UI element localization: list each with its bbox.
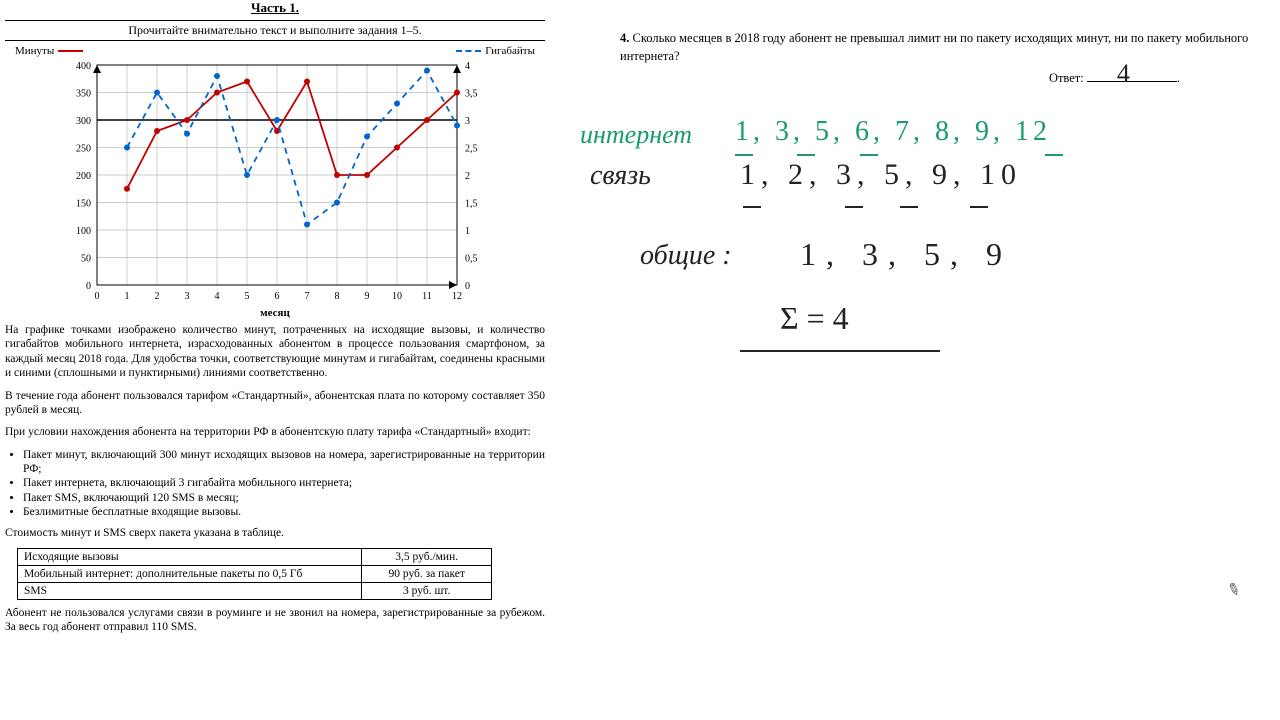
table-cell: 3,5 руб./мин.: [362, 548, 492, 565]
svg-text:350: 350: [76, 89, 91, 100]
paragraph-3-intro: При условии нахождения абонента на терри…: [5, 425, 545, 439]
svg-text:9: 9: [365, 291, 370, 302]
svg-text:7: 7: [305, 291, 310, 302]
svg-text:3: 3: [465, 116, 470, 127]
table-row: SMS3 руб. шт.: [18, 582, 492, 599]
answer-label: Ответ:: [1049, 71, 1084, 85]
list-item: Пакет SMS, включающий 120 SMS в месяц;: [23, 491, 545, 505]
svg-text:4: 4: [215, 291, 220, 302]
hand-underlines-svg: [735, 145, 1135, 225]
svg-text:6: 6: [275, 291, 280, 302]
bullet-list: Пакет минут, включающий 300 минут исходя…: [5, 448, 545, 520]
svg-text:8: 8: [335, 291, 340, 302]
answer-handwritten: 4: [1117, 59, 1130, 89]
svg-text:10: 10: [392, 291, 402, 302]
instruction: Прочитайте внимательно текст и выполните…: [5, 20, 545, 41]
table-cell: 90 руб. за пакет: [362, 565, 492, 582]
hand-underline: [740, 350, 940, 352]
table-cell: Исходящие вызовы: [18, 548, 362, 565]
hand-sum: Σ = 4: [780, 300, 849, 337]
pencil-icon: ✎: [1224, 578, 1243, 601]
answer-line: Ответ: 4 .: [620, 71, 1260, 86]
svg-text:100: 100: [76, 226, 91, 237]
chart: Минуты Гигабайты 05010015020025030035040…: [5, 45, 545, 319]
table-cell: 3 руб. шт.: [362, 582, 492, 599]
svg-text:1,5: 1,5: [465, 199, 478, 210]
paragraph-5: Абонент не пользовался услугами связи в …: [5, 606, 545, 635]
svg-text:3: 3: [185, 291, 190, 302]
svg-text:2: 2: [155, 291, 160, 302]
part-title: Часть 1.: [5, 0, 545, 16]
question-4: 4. Сколько месяцев в 2018 году абонент н…: [620, 30, 1260, 65]
table-row: Мобильный интернет: дополнительные пакет…: [18, 565, 492, 582]
x-axis-title: месяц: [5, 307, 545, 319]
svg-text:2: 2: [465, 171, 470, 182]
hand-calls-label: связь: [590, 160, 651, 192]
svg-text:50: 50: [81, 254, 91, 265]
list-item: Безлимитные бесплатные входящие вызовы.: [23, 505, 545, 519]
paragraph-2: В течение года абонент пользовался тариф…: [5, 389, 545, 418]
answer-blank: 4: [1087, 81, 1177, 82]
svg-text:3,5: 3,5: [465, 89, 478, 100]
svg-text:0: 0: [86, 281, 91, 292]
list-item: Пакет интернета, включающий 3 гигабайта …: [23, 476, 545, 490]
chart-svg: 0501001502002503003504000123456789101112…: [49, 59, 501, 305]
paragraph-4: Стоимость минут и SMS сверх пакета указа…: [5, 526, 545, 540]
svg-text:11: 11: [422, 291, 432, 302]
svg-text:0,5: 0,5: [465, 254, 478, 265]
svg-text:300: 300: [76, 116, 91, 127]
svg-text:12: 12: [452, 291, 462, 302]
table-row: Исходящие вызовы3,5 руб./мин.: [18, 548, 492, 565]
svg-text:250: 250: [76, 144, 91, 155]
hand-both-label: общие :: [640, 240, 732, 272]
hand-internet-label: интернет: [580, 120, 692, 150]
svg-text:1: 1: [465, 226, 470, 237]
table-cell: Мобильный интернет: дополнительные пакет…: [18, 565, 362, 582]
list-item: Пакет минут, включающий 300 минут исходя…: [23, 448, 545, 477]
paragraph-1: На графике точками изображено количество…: [5, 323, 545, 381]
q4-text: Сколько месяцев в 2018 году абонент не п…: [620, 31, 1248, 63]
price-table: Исходящие вызовы3,5 руб./мин.Мобильный и…: [17, 548, 492, 600]
svg-text:0: 0: [465, 281, 470, 292]
svg-text:2,5: 2,5: [465, 144, 478, 155]
hand-both-nums: 1, 3, 5, 9: [800, 236, 1012, 273]
svg-text:0: 0: [95, 291, 100, 302]
hand-internet-nums: 1, 3, 5, 6, 7, 8, 9, 12: [735, 116, 1051, 148]
svg-text:400: 400: [76, 61, 91, 72]
left-axis-label: Минуты: [15, 45, 83, 57]
svg-text:4: 4: [465, 61, 470, 72]
table-cell: SMS: [18, 582, 362, 599]
q4-number: 4.: [620, 31, 629, 45]
svg-text:5: 5: [245, 291, 250, 302]
svg-text:150: 150: [76, 199, 91, 210]
svg-text:200: 200: [76, 171, 91, 182]
svg-text:1: 1: [125, 291, 130, 302]
right-axis-label: Гигабайты: [456, 45, 535, 57]
